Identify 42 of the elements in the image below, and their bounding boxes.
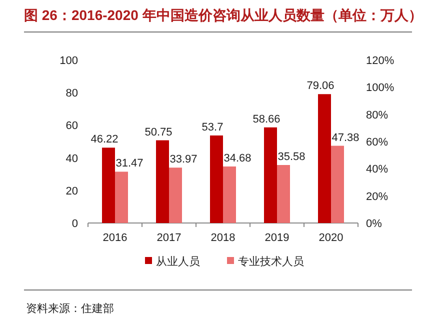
bar (156, 140, 169, 223)
x-tick-label: 2019 (264, 232, 290, 244)
legend-label: 专业技术人员 (238, 255, 304, 268)
chart-title: 图 26：2016-2020 年中国造价咨询从业人员数量（单位：万人） (24, 7, 422, 23)
y2-tick-label: 80% (366, 109, 388, 122)
y2-tick-label: 60% (366, 136, 388, 148)
bar (318, 94, 331, 223)
legend-label: 从业人员 (156, 255, 200, 268)
x-tick-label: 2016 (102, 232, 128, 244)
y-tick-label: 60 (66, 120, 78, 132)
y2-tick-label: 0% (366, 218, 382, 230)
bar (331, 146, 344, 223)
data-label: 31.47 (116, 158, 144, 170)
data-label: 50.75 (144, 126, 172, 138)
y-tick-label: 80 (66, 88, 78, 100)
x-tick-label: 2020 (318, 232, 344, 244)
y-tick-label: 20 (66, 185, 78, 198)
data-label: 34.68 (224, 152, 252, 164)
bar (115, 172, 128, 223)
text: 资料来源：住建部 (26, 302, 114, 315)
y2-tick-label: 120% (366, 55, 394, 67)
bar (277, 165, 290, 223)
y2-tick-label: 20% (366, 190, 388, 203)
x-tick-label: 2018 (210, 232, 236, 244)
bar (102, 148, 115, 223)
data-label: 35.58 (278, 151, 306, 164)
bar (210, 135, 223, 223)
x-tick-label: 2017 (156, 232, 182, 244)
y2-tick-label: 40% (366, 164, 388, 176)
data-label: 33.97 (170, 154, 198, 166)
data-label: 79.06 (306, 80, 334, 92)
y2-tick-label: 100% (366, 82, 394, 94)
bar (223, 166, 236, 223)
y-tick-label: 0 (72, 218, 78, 230)
data-label: 53.7 (202, 121, 224, 134)
y-tick-label: 100 (60, 55, 78, 67)
y-tick-label: 40 (66, 152, 78, 165)
data-label: 46.22 (90, 134, 118, 146)
data-label: 47.38 (332, 132, 360, 144)
data-label: 58.66 (252, 113, 280, 126)
bar (264, 127, 277, 223)
bar (169, 168, 182, 223)
